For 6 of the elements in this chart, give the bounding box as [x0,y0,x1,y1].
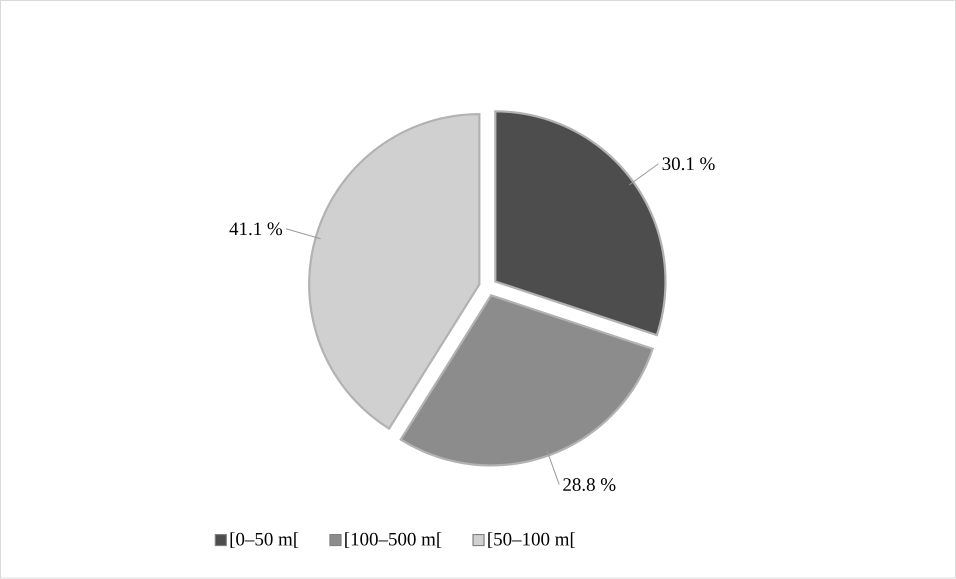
data-label: 30.1 % [662,158,715,170]
legend-label: [100–500 m[ [345,532,442,548]
data-label: 41.1 % [229,222,282,236]
legend-label: [50–100 m[ [488,532,576,548]
data-label: 28.8 % [563,478,616,492]
legend-label: [0–50 m[ [230,532,298,548]
